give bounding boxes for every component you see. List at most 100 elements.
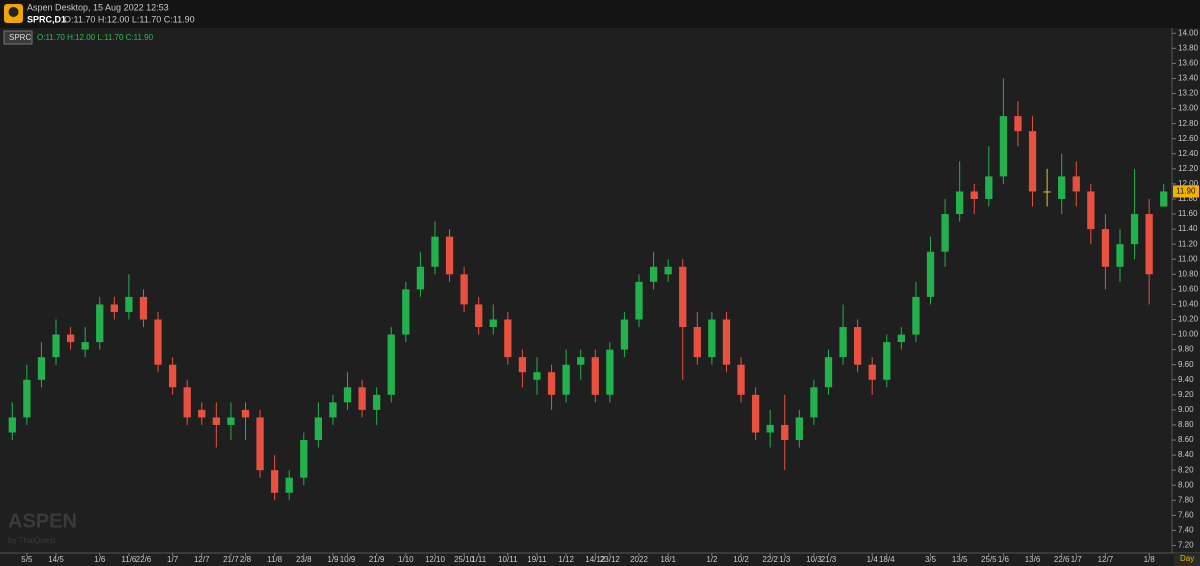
candle-body — [23, 379, 31, 418]
candle-body — [766, 424, 774, 433]
candle-body — [620, 319, 629, 350]
x-tick-label: 2022 — [630, 555, 648, 564]
candle-body — [810, 387, 818, 418]
x-tick-label: 23/8 — [296, 555, 312, 564]
candle-body — [853, 327, 862, 365]
y-tick-label: 7.20 — [1178, 541, 1194, 550]
y-tick-label: 12.80 — [1178, 119, 1199, 128]
x-tick-label: 18/4 — [879, 555, 895, 564]
candle-body — [941, 214, 949, 252]
candle-body — [722, 319, 731, 365]
x-tick-label: 1/12 — [558, 555, 574, 564]
candle-body — [125, 296, 133, 312]
candle-body — [431, 236, 439, 267]
x-tick-label: 5/5 — [21, 555, 33, 564]
y-tick-label: 12.20 — [1178, 164, 1199, 173]
candle-body — [81, 342, 89, 350]
candle-body — [329, 402, 337, 418]
candle-body — [256, 417, 264, 471]
x-tick-label: 1/7 — [167, 555, 179, 564]
x-tick-label: 10/3 — [806, 555, 822, 564]
candle-body — [96, 304, 104, 343]
candle-body — [270, 470, 279, 493]
candle-body — [868, 364, 876, 380]
y-tick-label: 11.40 — [1178, 224, 1198, 233]
y-tick-label: 12.60 — [1178, 134, 1199, 143]
candle-body — [562, 364, 570, 395]
candle-body — [737, 364, 745, 395]
y-tick-label: 11.80 — [1178, 194, 1198, 203]
candle-body — [358, 387, 366, 410]
y-tick-label: 8.40 — [1178, 450, 1194, 459]
x-tick-label: 18/1 — [660, 555, 676, 564]
y-tick-label: 10.80 — [1178, 269, 1199, 278]
x-tick-label: 12/7 — [1098, 555, 1114, 564]
x-tick-label: 10/9 — [340, 555, 356, 564]
symbol-tag-box[interactable] — [3, 30, 33, 45]
candle-body — [956, 191, 964, 215]
candle-body — [824, 357, 833, 388]
x-tick-label: 23/12 — [600, 555, 621, 564]
candle-body — [926, 251, 935, 297]
x-tick-label: 10/2 — [733, 555, 749, 564]
candle-body — [241, 409, 250, 418]
y-tick-label: 9.80 — [1178, 345, 1194, 354]
candle-body — [227, 417, 235, 425]
candle-body — [1145, 214, 1153, 275]
candle-body — [912, 296, 920, 335]
x-tick-label: 19/11 — [527, 555, 547, 564]
candle-body — [373, 394, 381, 410]
candle-body — [649, 266, 658, 282]
candle-body — [751, 394, 760, 433]
candle-body — [1101, 229, 1110, 267]
y-tick-label: 7.60 — [1178, 510, 1194, 519]
candle-body — [577, 357, 585, 365]
candle-body — [635, 281, 643, 320]
y-tick-label: 8.60 — [1178, 435, 1194, 444]
candle-body — [533, 372, 541, 380]
candle-body — [708, 319, 716, 358]
last-price-label: 11.90 — [1176, 187, 1196, 196]
candle-body — [300, 440, 308, 478]
y-tick-label: 7.40 — [1178, 526, 1194, 535]
y-tick-label: 13.20 — [1178, 89, 1199, 98]
y-tick-label: 10.60 — [1178, 284, 1199, 293]
period: Day — [1180, 554, 1194, 563]
candle-body — [154, 319, 162, 365]
candle-body — [999, 116, 1008, 177]
x-tick-label: 22/6 — [1054, 555, 1070, 564]
title-bar — [0, 0, 1200, 28]
symbol-tag: SPRC — [9, 33, 31, 42]
x-tick-label: 11/6 — [121, 555, 137, 564]
x-tick-label: 22/2 — [762, 555, 778, 564]
candle-body — [1072, 176, 1080, 192]
candle-body — [606, 349, 614, 395]
candle-body — [314, 417, 323, 441]
candle-body — [445, 236, 454, 275]
x-tick-label: 1/7 — [1071, 555, 1083, 564]
x-tick-label: 25/5 — [981, 555, 997, 564]
candle-body — [693, 327, 701, 358]
candle-body — [985, 176, 993, 199]
period-box[interactable] — [1174, 553, 1200, 566]
candle-body — [1028, 131, 1037, 192]
y-tick-label: 10.20 — [1178, 315, 1199, 324]
candle-body — [591, 357, 599, 395]
y-tick-label: 13.00 — [1178, 104, 1199, 113]
x-tick-label: 1/2 — [706, 555, 718, 564]
y-tick-label: 8.20 — [1178, 465, 1194, 474]
candle-body — [183, 387, 191, 418]
candle-body — [285, 477, 293, 493]
y-tick-label: 12.00 — [1178, 179, 1199, 188]
y-tick-label: 13.60 — [1178, 59, 1199, 68]
candle-body — [504, 319, 512, 358]
x-tick-label: 2/8 — [240, 555, 252, 564]
y-tick-label: 8.80 — [1178, 420, 1194, 429]
y-tick-label: 7.80 — [1178, 495, 1194, 504]
x-tick-label: 10/11 — [498, 555, 518, 564]
x-tick-label: 13/5 — [952, 555, 968, 564]
x-tick-label: 12/10 — [425, 555, 446, 564]
candle-body — [168, 364, 177, 388]
y-tick-label: 9.40 — [1178, 375, 1194, 384]
